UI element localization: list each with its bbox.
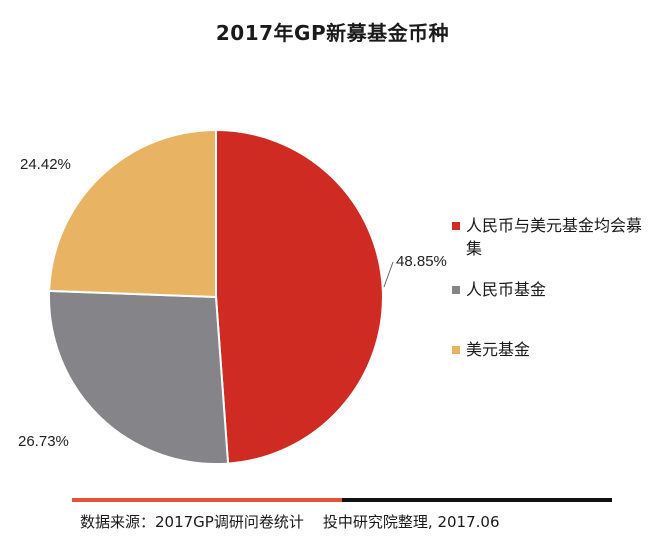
legend-item-rmb: 人民币基金 — [452, 278, 656, 301]
legend-swatch-gold — [452, 346, 460, 354]
slice-value-label-rmb-usd: 48.85% — [396, 253, 447, 270]
source-note: 数据来源：2017GP调研问卷统计 投中研究院整理, 2017.06 — [80, 513, 500, 531]
pie-chart: 48.85% 26.73% 24.42% — [18, 128, 447, 465]
pie-slice-rmb — [48, 289, 230, 465]
pie-slices — [48, 128, 384, 465]
slice-value-label-rmb: 26.73% — [18, 433, 69, 450]
legend-item-rmb-usd: 人民币与美元基金均会募集 — [452, 214, 656, 260]
legend-label-usd: 美元基金 — [466, 340, 531, 359]
legend-label-rmb-usd: 人民币与美元基金均会募集 — [466, 216, 643, 258]
legend-item-usd: 美元基金 — [452, 338, 656, 361]
label-leader-line — [383, 261, 394, 288]
legend-swatch-gray — [452, 286, 460, 294]
chart-title: 2017年GP新募基金币种 — [215, 21, 450, 45]
legend-label-rmb: 人民币基金 — [466, 280, 547, 299]
slice-value-label-usd: 24.42% — [20, 156, 71, 173]
pie-slice-usd — [48, 128, 217, 299]
legend-swatch-red — [452, 222, 460, 230]
pie-slice-rmb-usd — [215, 128, 384, 465]
footer-divider-right — [342, 498, 612, 502]
footer-divider-left — [72, 498, 342, 502]
footer-divider — [72, 498, 612, 502]
